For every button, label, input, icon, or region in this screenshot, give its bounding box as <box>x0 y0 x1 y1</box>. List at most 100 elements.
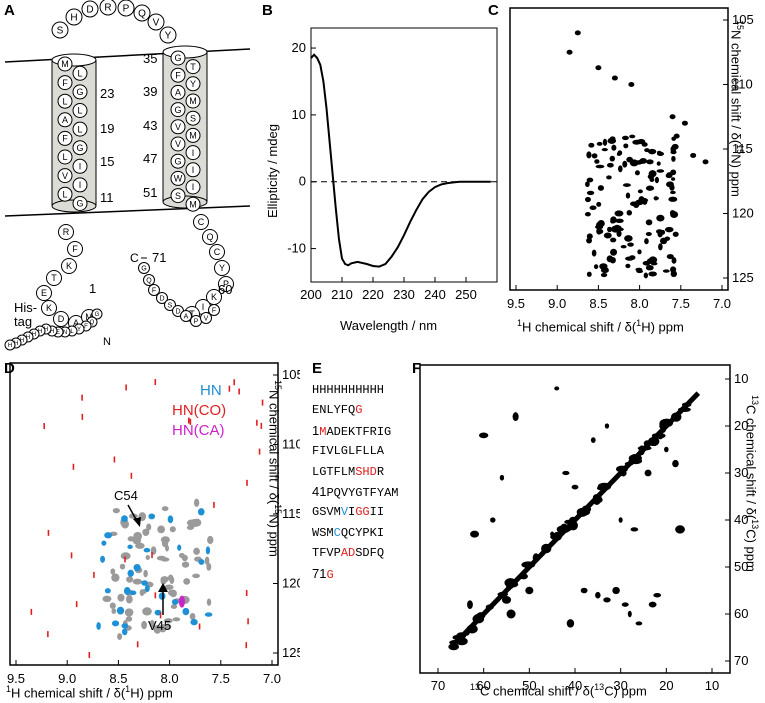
hsqc-d-peak-grey <box>157 525 165 534</box>
hsqc-d-xtick-label-5: 7.0 <box>263 671 281 686</box>
hsqc-c-peak <box>616 152 621 156</box>
svg-text:Y: Y <box>165 31 172 42</box>
hsqc-d-peak-grey <box>181 561 190 568</box>
residue-c-tail-9: F <box>208 304 220 316</box>
residue-left-helix-12: V <box>57 168 73 184</box>
svg-text:M: M <box>61 59 69 69</box>
hsqc-d-xtick-label-0: 9.5 <box>7 671 25 686</box>
cc-diag-peak <box>681 402 692 407</box>
hsqc-c-peak <box>596 228 602 235</box>
residue-right-helix-14: W <box>170 170 186 186</box>
cd-xtick-label-0: 200 <box>300 287 322 302</box>
hsqc-d-peak-red <box>88 651 91 658</box>
hsqc-d-peak-grey <box>132 536 142 545</box>
hsqc-d-peak-blue <box>104 532 113 539</box>
hsqc-d-ytick-label-1: 110 <box>282 437 300 452</box>
residue-c-tail-6: A <box>180 310 192 322</box>
hsqc-d-peak-blue <box>121 628 128 636</box>
hsqc-d-peak-grey <box>161 506 169 512</box>
hsqc-d-ylabel: 15N chemical shift / δ(15N) ppm <box>267 380 283 557</box>
svg-text:V: V <box>204 316 209 323</box>
hsqc-d-peak-red <box>47 631 49 638</box>
hsqc-c-ytick-label-1: 110 <box>732 77 753 92</box>
hsqc-d-peak-grey <box>111 573 120 582</box>
cc-ytick-label-3: 40 <box>734 512 748 527</box>
hsqc-c-peak <box>585 181 590 188</box>
hsqc-c-peak <box>658 243 663 251</box>
residue-left-helix-11: I <box>72 158 88 174</box>
residue-top-7: Y <box>159 26 177 44</box>
hsqc-d-peak-grey <box>204 556 210 565</box>
cc-ytick-label-6: 70 <box>734 653 748 668</box>
residue-left-helix-1: L <box>72 65 88 81</box>
hsqc-d-peak-grey <box>142 607 152 616</box>
panel-a-topology: SHD R P QVYMLFGLLALFGLIVILGGTFYAMGSVMVIGIWI… <box>4 0 251 351</box>
hsqc-d-peak-grey <box>169 576 175 585</box>
residue-right-helix-6: G <box>170 102 186 118</box>
hsqc-c-ytick-label-3: 120 <box>732 206 754 221</box>
hsqc-d-peak-grey <box>125 595 133 604</box>
hsqc-c-peak <box>702 159 709 165</box>
cc-diag-peak <box>628 457 643 465</box>
svg-text:Y: Y <box>77 327 81 333</box>
svg-text:L: L <box>62 152 67 162</box>
hsqc-c-peak <box>648 271 657 277</box>
cd-ytick-label-1: 10 <box>292 107 306 122</box>
cc-diag-peak <box>485 604 494 610</box>
hsqc-d-peak-grey <box>124 608 134 617</box>
hsqc-c-peak <box>671 177 676 181</box>
sequence-segment: G <box>355 403 363 418</box>
cc-cross-peak <box>664 446 669 453</box>
cc-xtick-label-3: 40 <box>568 678 582 693</box>
residue-bottom-left-3: T <box>46 270 62 286</box>
sequence-segment: R <box>376 464 385 479</box>
hsqc-d-xlabel: 1H chemical shift / δ(1H) ppm <box>6 684 173 700</box>
hsqc-c-peak <box>644 148 650 153</box>
cc-diag-peak <box>497 591 509 597</box>
hsqc-c-peak <box>586 190 595 196</box>
residue-left-helix-10: L <box>57 149 73 165</box>
cc-diag-peak <box>671 412 682 422</box>
cc-cross-peak <box>648 601 657 608</box>
svg-text:M: M <box>189 199 197 209</box>
hsqc-c-peak <box>641 142 648 147</box>
his-tag-label-line1: His- <box>14 300 37 315</box>
cc-ylabel-post: C) ppm <box>743 529 759 572</box>
svg-text:I: I <box>192 182 195 192</box>
cd-xtick-label-3: 230 <box>393 287 415 302</box>
residue-top-0: S <box>51 21 69 39</box>
legend-hnco: HN(CO) <box>172 402 226 419</box>
hsqc-d-peak-grey <box>193 498 200 507</box>
hsqc-d-peak-red <box>124 556 126 563</box>
hsqc-d-peak-grey <box>126 576 134 583</box>
residue-bottom-left-5: K <box>41 300 57 316</box>
svg-text:L: L <box>62 189 67 199</box>
panel-c-hsqc: 9.5 9.0 8.5 8.0 7.5 7.0 105 110 115 120 125 <box>507 7 754 311</box>
hsqc-c-peak <box>644 238 649 245</box>
hsqc-c-peak <box>606 162 614 168</box>
cc-diag-peak <box>651 432 666 439</box>
hsqc-c-peak <box>629 159 639 167</box>
hsqc-c-peak <box>669 184 675 191</box>
sequence-segment: C <box>333 525 341 540</box>
svg-text:E: E <box>56 330 60 336</box>
sequence-segment: ADEKTFRIG <box>326 424 392 439</box>
sequence-row-number: 41 <box>312 483 327 499</box>
his-tag-label-line2: tag <box>14 314 32 329</box>
residue-circles: SHD R P QVYMLFGLLALFGLIVILGGTFYAMGSVMVIGIWI… <box>4 0 234 351</box>
hsqc-d-peak-grey <box>119 563 126 570</box>
hsqc-d-peak-grey <box>146 523 152 531</box>
hsqc-d-peak-grey <box>163 618 173 624</box>
sequence-segment: PQVYGTFYAM <box>326 485 399 500</box>
hsqc-d-xtick-label-3: 8.0 <box>161 671 179 686</box>
hsqc-d-peak-blue <box>198 559 205 565</box>
hsqc-c-peak <box>629 134 636 139</box>
hsqc-c-peak <box>593 264 599 270</box>
hsqc-d-peak-red <box>43 423 46 430</box>
hsqc-c-peak <box>618 165 623 173</box>
cc-cross-peak <box>562 470 570 476</box>
sequence-segment: ENLYFQ <box>312 403 356 418</box>
cc-cross-peak <box>621 602 629 607</box>
hsqc-c-peak <box>666 172 673 179</box>
cc-xtick-label-5: 20 <box>659 678 673 693</box>
